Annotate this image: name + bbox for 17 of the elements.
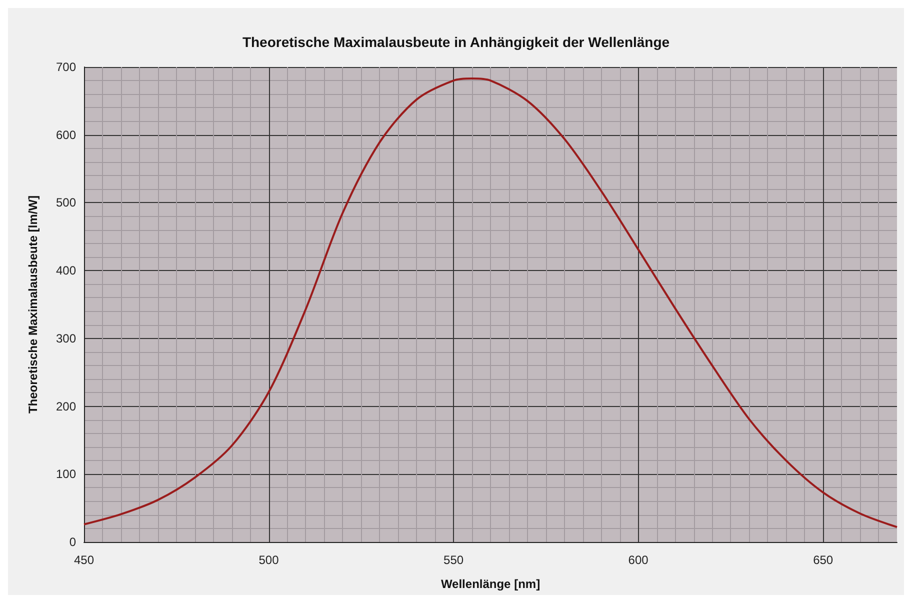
y-tick-label: 700 [56,60,76,74]
y-tick-label: 0 [69,535,76,549]
y-tick-label: 100 [56,467,76,482]
x-tick-label: 600 [628,553,649,567]
line-series [83,78,898,528]
x-tick-label: 450 [74,553,94,567]
y-axis-title: Theoretische Maximalausbeute [lm/W] [26,195,40,414]
y-tick-label: 300 [56,331,76,346]
y-tick-label: 400 [56,264,76,278]
y-tick-label: 600 [56,128,76,142]
x-axis-title: Wellenlänge [nm] [440,577,540,591]
chart-title: Theoretische Maximalausbeute in Anhängigkeit der Wellenlänge [242,34,670,50]
x-tick-label: 650 [813,553,834,567]
x-tick-label: 550 [444,553,464,567]
y-tick-label: 500 [56,196,76,210]
y-tick-label: 200 [56,399,76,414]
x-tick-label: 500 [258,553,280,567]
